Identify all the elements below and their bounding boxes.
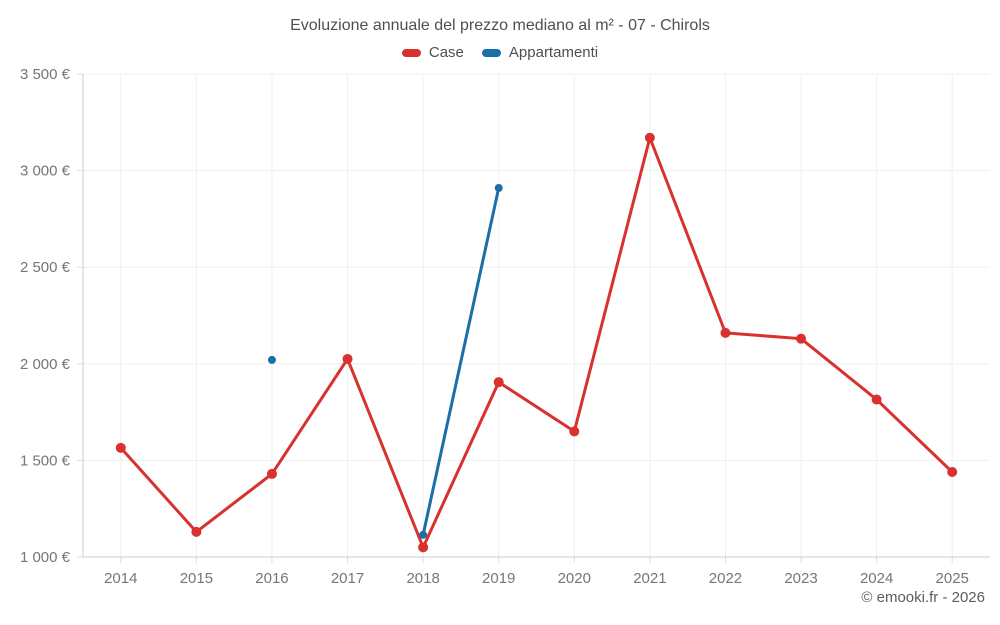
x-axis-tick-label: 2021: [633, 570, 666, 587]
chart-legend: Case Appartamenti: [0, 44, 1000, 61]
legend-swatch-case: [401, 48, 421, 57]
x-axis-tick-label: 2017: [331, 570, 364, 587]
data-point-case-2014[interactable]: [115, 442, 126, 453]
series-line-case: [119, 446, 198, 534]
x-axis-tick-label: 2022: [709, 570, 742, 587]
legend-label: Case: [428, 44, 464, 61]
x-axis-tick-label: 2019: [482, 570, 515, 587]
data-point-appartamenti-2018[interactable]: [419, 530, 428, 539]
series-line-case: [497, 380, 576, 433]
series-line-case: [421, 380, 501, 549]
data-point-case-2017[interactable]: [342, 353, 353, 364]
data-point-case-2019[interactable]: [493, 377, 504, 388]
y-axis-tick-label: 3 500 €: [20, 66, 71, 83]
data-point-case-2016[interactable]: [266, 468, 277, 479]
legend-label: Appartamenti: [508, 44, 599, 61]
data-point-case-2015[interactable]: [191, 526, 202, 537]
footer-credit: © emooki.fr - 2026: [861, 589, 985, 606]
series-line-appartamenti: [421, 186, 501, 537]
data-point-case-2025[interactable]: [947, 466, 958, 477]
x-axis-tick-label: 2015: [180, 570, 213, 587]
y-axis-tick-label: 1 500 €: [20, 452, 71, 469]
data-point-case-2023[interactable]: [796, 333, 807, 344]
data-point-appartamenti-2019[interactable]: [494, 183, 503, 192]
data-point-case-2020[interactable]: [569, 426, 580, 437]
x-axis-tick-label: 2014: [104, 570, 137, 587]
data-point-appartamenti-2016[interactable]: [267, 355, 276, 364]
data-point-case-2018[interactable]: [418, 542, 429, 553]
series-line-case: [875, 398, 954, 474]
y-axis-tick-label: 1 000 €: [20, 549, 71, 566]
x-axis-tick-label: 2025: [936, 570, 969, 587]
x-axis-tick-label: 2016: [255, 570, 288, 587]
series-line-case: [648, 136, 727, 335]
series-line-case: [723, 331, 803, 341]
legend-swatch-appartamenti: [481, 48, 501, 57]
x-axis-tick-label: 2020: [558, 570, 591, 587]
x-axis-tick-label: 2018: [406, 570, 439, 587]
series-line-case: [346, 357, 425, 549]
legend-item-case[interactable]: Case: [401, 44, 464, 61]
chart-title: Evoluzione annuale del prezzo mediano al…: [290, 17, 710, 34]
legend-item-appartamenti[interactable]: Appartamenti: [481, 44, 599, 61]
y-axis-tick-label: 2 000 €: [20, 356, 71, 373]
series-line-case: [799, 337, 879, 402]
series-line-case: [270, 357, 350, 476]
x-axis-tick-label: 2024: [860, 570, 893, 587]
data-point-case-2024[interactable]: [871, 394, 882, 405]
y-axis-tick-label: 3 000 €: [20, 163, 71, 180]
data-point-case-2022[interactable]: [720, 327, 731, 338]
data-point-case-2021[interactable]: [644, 132, 655, 143]
series-line-case: [572, 136, 652, 433]
x-axis-tick-label: 2023: [784, 570, 817, 587]
series-line-case: [194, 472, 274, 534]
y-axis-tick-label: 2 500 €: [20, 259, 71, 276]
